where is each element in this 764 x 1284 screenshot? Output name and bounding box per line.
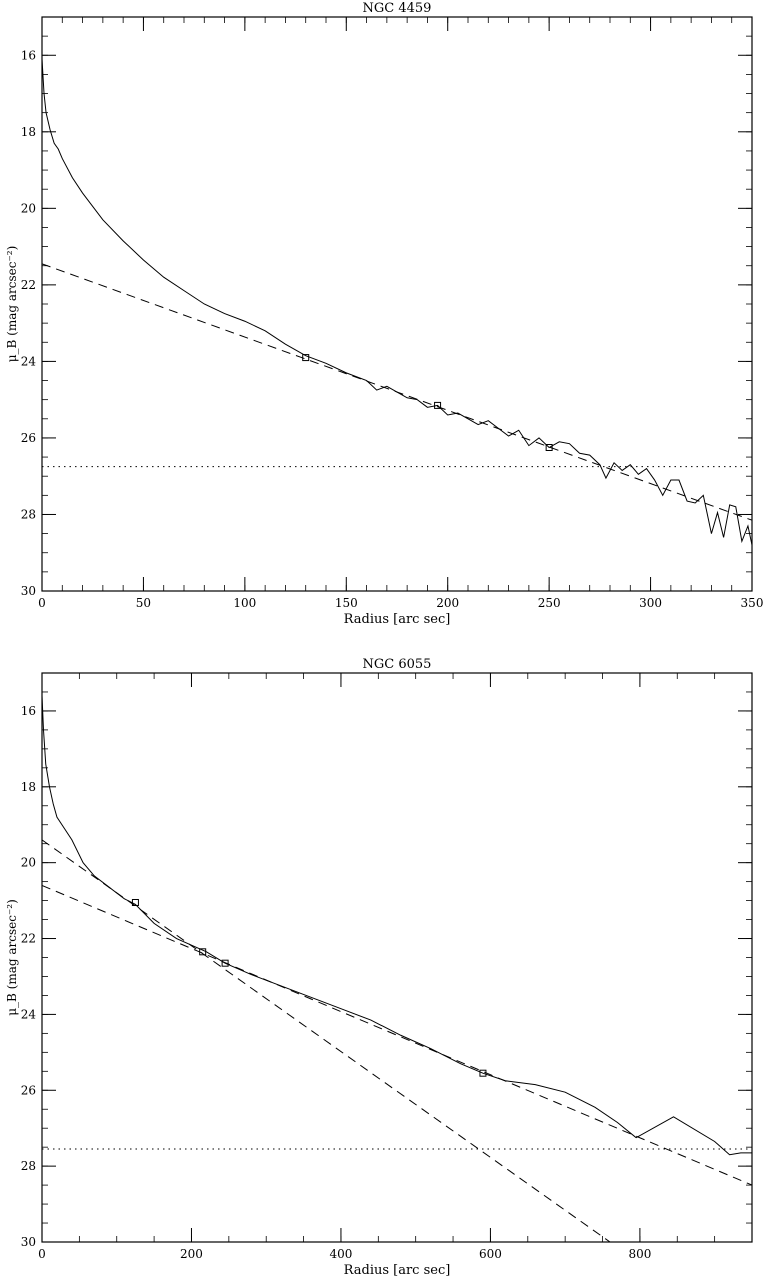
chart-0-x-tick-label: 150 bbox=[335, 596, 358, 610]
chart-0-y-tick-label: 18 bbox=[21, 125, 36, 139]
chart-1-x-tick-label: 0 bbox=[38, 1247, 46, 1261]
chart-1-y-tick-label: 20 bbox=[21, 856, 36, 870]
chart-0-x-tick-label: 100 bbox=[233, 596, 256, 610]
chart-0-x-tick-label: 50 bbox=[136, 596, 151, 610]
chart-1-y-tick-label: 26 bbox=[21, 1083, 36, 1097]
chart-0-y-axis-label: μ_B (mag arcsec⁻²) bbox=[5, 246, 19, 363]
chart-ngc4459-svg: NGC 4459 Radius [arc sec] μ_B (mag arcsec⁻… bbox=[5, 1, 764, 627]
chart-1-x-axis-label: Radius [arc sec] bbox=[344, 1263, 451, 1278]
chart-0-x-tick-label: 0 bbox=[38, 596, 46, 610]
chart-0-series-0-solid-line bbox=[42, 59, 752, 546]
chart-0-y-tick-label: 16 bbox=[21, 48, 36, 62]
chart-0-y-tick-label: 20 bbox=[21, 201, 36, 215]
chart-0-title: NGC 4459 bbox=[363, 1, 432, 16]
chart-0-y-tick-label: 22 bbox=[21, 278, 36, 292]
chart-0-x-tick-label: 350 bbox=[741, 596, 764, 610]
chart-0-y-tick-label: 24 bbox=[21, 354, 37, 368]
chart-1-x-tick-label: 600 bbox=[479, 1247, 502, 1261]
chart-1-series-2-dashed-line bbox=[42, 884, 752, 1186]
chart-0-plot-frame bbox=[41, 16, 753, 592]
chart-1-y-axis-label: μ_B (mag arcsec⁻²) bbox=[5, 899, 19, 1016]
chart-0-x-tick-label: 250 bbox=[538, 596, 561, 610]
chart-0-plot-area bbox=[42, 59, 752, 546]
chart-1-series-0-solid-line bbox=[42, 695, 752, 1156]
chart-0-marker-square bbox=[302, 354, 310, 362]
chart-1-marker-square bbox=[221, 959, 229, 967]
chart-0-series-1-dashed-line bbox=[42, 263, 752, 521]
chart-1-plot-area bbox=[42, 695, 752, 1242]
chart-1-series-1-dashed-line bbox=[42, 839, 611, 1242]
chart-ngc4459: NGC 4459 Radius [arc sec] μ_B (mag arcsec⁻… bbox=[0, 0, 764, 640]
chart-0-marker-square bbox=[545, 444, 553, 451]
chart-1-title: NGC 6055 bbox=[363, 657, 432, 672]
chart-1-marker-square bbox=[131, 898, 139, 906]
chart-ngc6055: NGC 6055 Radius [arc sec] μ_B (mag arcsec⁻… bbox=[0, 642, 764, 1284]
chart-0-y-tick-label: 28 bbox=[21, 507, 36, 521]
chart-ngc6055-svg: NGC 6055 Radius [arc sec] μ_B (mag arcsec⁻… bbox=[5, 657, 753, 1278]
chart-1-x-tick-label: 200 bbox=[180, 1247, 203, 1261]
chart-1-y-tick-label: 18 bbox=[21, 780, 36, 794]
chart-1-x-tick-label: 800 bbox=[628, 1247, 651, 1261]
chart-1-x-tick-label: 400 bbox=[329, 1247, 352, 1261]
chart-1-y-tick-label: 28 bbox=[21, 1159, 36, 1173]
chart-1-marker-square bbox=[199, 948, 207, 956]
chart-1-y-tick-label: 22 bbox=[21, 932, 36, 946]
chart-0-x-axis-label: Radius [arc sec] bbox=[344, 612, 451, 627]
chart-0-x-tick-label: 300 bbox=[639, 596, 662, 610]
chart-1-plot-frame bbox=[41, 672, 753, 1243]
chart-1-y-tick-label: 24 bbox=[21, 1007, 37, 1021]
chart-0-y-tick-label: 30 bbox=[21, 584, 36, 598]
chart-1-y-tick-label: 30 bbox=[21, 1235, 36, 1249]
chart-0-marker-square bbox=[434, 401, 442, 409]
chart-1-y-tick-label: 16 bbox=[21, 704, 36, 718]
chart-0-x-tick-label: 200 bbox=[436, 596, 459, 610]
chart-1-marker-square bbox=[479, 1069, 487, 1077]
chart-0-y-tick-label: 26 bbox=[21, 431, 36, 445]
